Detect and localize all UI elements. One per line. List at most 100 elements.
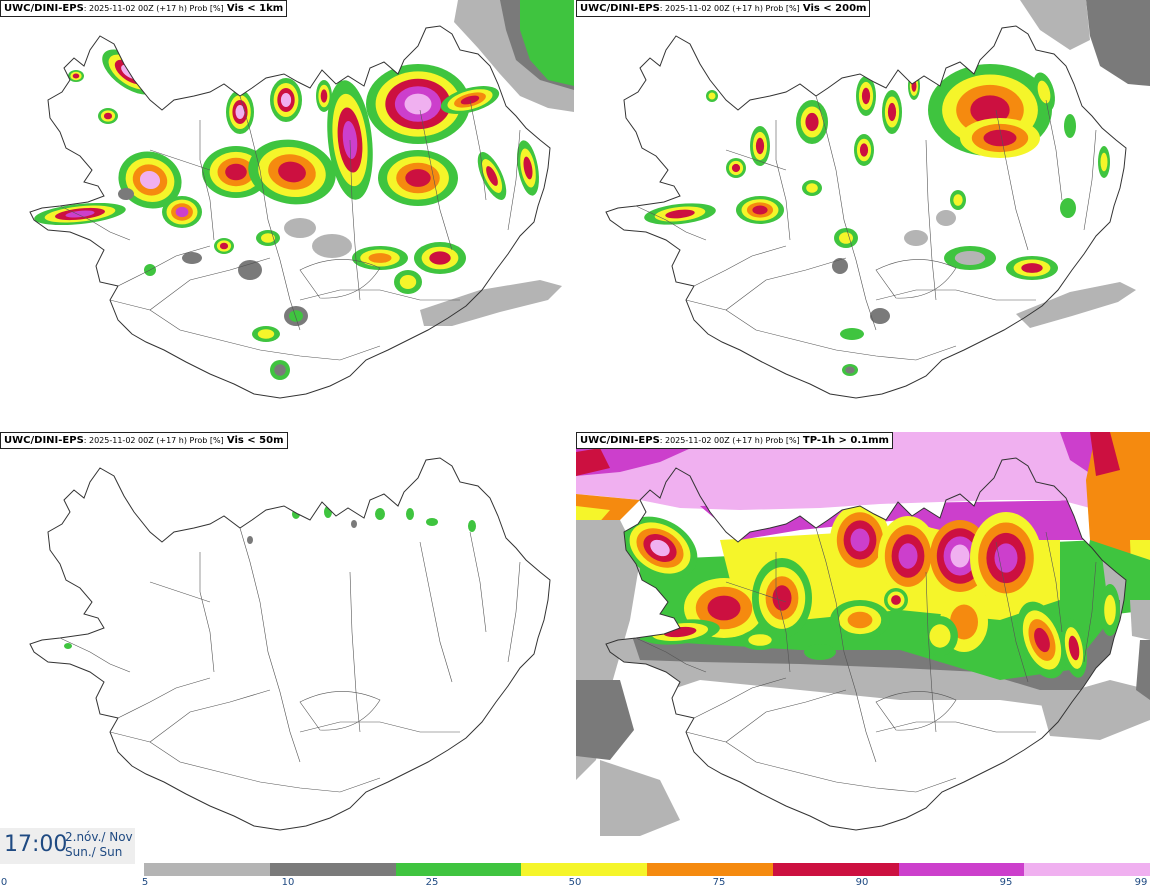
- legend-segment-5-10: [144, 863, 270, 876]
- road-network: [635, 527, 1097, 793]
- probability-blob: [908, 72, 920, 100]
- offshore-area: [600, 760, 680, 836]
- valid-date: 2.nóv./ Nov Sun./ Sun: [65, 830, 133, 860]
- probability-blob: [378, 150, 458, 206]
- probability-blob: [732, 74, 748, 98]
- model-name: UWC/DINI-EPS: [4, 435, 84, 446]
- legend-tick-90: 90: [855, 877, 869, 888]
- offshore-area: [1090, 432, 1120, 476]
- legend-tick-0: 0: [0, 877, 8, 888]
- probability-blob: [68, 70, 84, 82]
- probability-blob: [284, 218, 316, 238]
- probability-blob: [878, 516, 938, 596]
- probability-blob: [1006, 256, 1058, 280]
- probability-blob: [644, 203, 716, 225]
- panel-title: UWC/DINI-EPS: 2025-11-02 00Z (+17 h) Pro…: [0, 432, 288, 449]
- probability-blob: [102, 49, 158, 95]
- probability-blob: [270, 360, 290, 380]
- panel-title: UWC/DINI-EPS: 2025-11-02 00Z (+17 h) Pro…: [0, 0, 288, 17]
- coastline: [29, 457, 551, 831]
- probability-blob: [1098, 146, 1110, 178]
- offshore-area: [520, 0, 574, 86]
- model-name: UWC/DINI-EPS: [580, 435, 660, 446]
- probability-blob: [830, 504, 890, 576]
- legend-segment-25-50: [395, 863, 522, 876]
- probability-blob: [34, 202, 126, 226]
- probability-blob: [1064, 114, 1076, 138]
- probability-blob: [904, 230, 928, 246]
- probability-blob: [1100, 584, 1120, 636]
- probability-blob: [247, 536, 253, 544]
- probability-blob: [854, 134, 874, 166]
- probability-blob: [856, 76, 876, 116]
- probability-blob: [248, 139, 336, 205]
- probability-blob: [1060, 198, 1076, 218]
- probability-blob: [352, 246, 408, 270]
- probability-blob: [840, 328, 864, 340]
- probability-blob: [622, 516, 698, 580]
- map-panel-vis-1km: UWC/DINI-EPS: 2025-11-02 00Z (+17 h) Pro…: [0, 0, 574, 430]
- valid-time: 17:00: [4, 832, 68, 857]
- map-panel-vis-50m: UWC/DINI-EPS: 2025-11-02 00Z (+17 h) Pro…: [0, 432, 574, 862]
- legend-tick-95: 95: [999, 877, 1013, 888]
- road-network: [635, 95, 1097, 361]
- probability-blob: [796, 100, 828, 144]
- legend-segment-95-99: [898, 863, 1025, 876]
- probability-blob: [351, 520, 357, 528]
- probability-blob: [1017, 601, 1067, 679]
- probability-blob: [834, 228, 858, 248]
- color-legend: [144, 863, 1150, 876]
- offshore-area: [1016, 282, 1136, 328]
- valid-time-box: 17:00 2.nóv./ Nov Sun./ Sun: [0, 828, 135, 864]
- probability-blob: [284, 306, 308, 326]
- legend-segment-50-75: [521, 863, 647, 876]
- offshore-area: [1130, 600, 1150, 640]
- probability-blob: [316, 80, 332, 112]
- legend-segment-99-100: [1024, 863, 1150, 876]
- coastline: [29, 25, 551, 399]
- coastline: [605, 457, 1127, 831]
- probability-blob: [256, 230, 280, 246]
- probability-blob: [517, 140, 539, 196]
- probability-blob: [375, 508, 385, 520]
- run-info: : 2025-11-02 00Z (+17 h) Prob [%]: [659, 4, 800, 13]
- probability-blob: [406, 508, 414, 520]
- probability-blob: [118, 151, 182, 209]
- parameter-label: Vis < 200m: [802, 3, 867, 14]
- probability-blob: [226, 90, 254, 134]
- probability-blob: [366, 64, 470, 144]
- map-vis-1km: [29, 0, 574, 399]
- model-name: UWC/DINI-EPS: [4, 3, 84, 14]
- map-vis-50m: [29, 457, 551, 831]
- offshore-area: [1086, 0, 1150, 86]
- probability-blob: [936, 210, 956, 226]
- probability-blob: [270, 78, 302, 122]
- offshore-area: [1020, 0, 1090, 50]
- day-line: Sun./ Sun: [65, 845, 123, 859]
- legend-tick-10: 10: [281, 877, 295, 888]
- map-vis-200m: [605, 0, 1150, 399]
- probability-blob: [477, 152, 507, 200]
- probability-blob: [252, 326, 280, 342]
- panel-title: UWC/DINI-EPS: 2025-11-02 00Z (+17 h) Pro…: [576, 432, 893, 449]
- date-line: 2.nóv./ Nov: [65, 830, 133, 844]
- offshore-area: [1136, 640, 1150, 700]
- probability-blob: [832, 258, 848, 274]
- probability-blob: [312, 234, 352, 258]
- legend-tick-75: 75: [712, 877, 726, 888]
- parameter-label: TP-1h > 0.1mm: [802, 435, 889, 446]
- probability-blob: [64, 643, 72, 649]
- run-info: : 2025-11-02 00Z (+17 h) Prob [%]: [659, 436, 800, 445]
- coastline: [605, 25, 1127, 399]
- probability-blob: [944, 246, 996, 270]
- probability-blob: [162, 196, 202, 228]
- probability-blob: [740, 630, 780, 650]
- probability-blob: [752, 558, 812, 638]
- probability-blob: [830, 600, 890, 640]
- probability-blob: [118, 188, 134, 200]
- map-precip: [576, 432, 1150, 836]
- probability-blob: [468, 520, 476, 532]
- probability-blob: [736, 196, 784, 224]
- map-panel-precip: UWC/DINI-EPS: 2025-11-02 00Z (+17 h) Pro…: [576, 432, 1150, 862]
- parameter-label: Vis < 1km: [226, 3, 284, 14]
